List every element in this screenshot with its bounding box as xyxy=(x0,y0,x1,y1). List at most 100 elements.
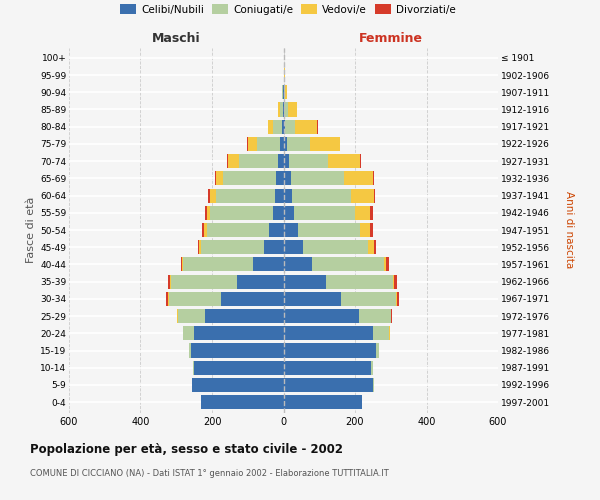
Bar xyxy=(292,188,352,202)
Bar xyxy=(326,274,392,288)
Bar xyxy=(352,188,374,202)
Bar xyxy=(208,188,210,202)
Bar xyxy=(284,344,376,357)
Bar xyxy=(284,85,285,100)
Bar xyxy=(205,309,284,323)
Bar xyxy=(295,120,317,134)
Bar xyxy=(277,172,284,185)
Bar xyxy=(194,360,284,375)
Bar xyxy=(181,258,182,272)
Bar xyxy=(284,206,294,220)
Bar xyxy=(278,154,284,168)
Legend: Celibi/Nubili, Coniugati/e, Vedovi/e, Divorziati/e: Celibi/Nubili, Coniugati/e, Vedovi/e, Di… xyxy=(116,0,460,19)
Bar xyxy=(283,102,284,117)
Bar xyxy=(284,326,373,340)
Bar xyxy=(284,154,289,168)
Bar xyxy=(191,344,284,357)
Bar xyxy=(284,274,326,288)
Bar xyxy=(194,326,284,340)
Bar xyxy=(284,102,288,117)
Bar xyxy=(371,360,373,375)
Bar xyxy=(373,172,374,185)
Bar xyxy=(278,102,280,117)
Bar xyxy=(294,206,355,220)
Text: Femmine: Femmine xyxy=(359,32,423,45)
Bar xyxy=(303,240,368,254)
Bar xyxy=(284,292,341,306)
Bar xyxy=(247,137,248,151)
Bar xyxy=(370,223,373,237)
Bar xyxy=(166,292,169,306)
Bar xyxy=(341,292,396,306)
Bar xyxy=(273,120,282,134)
Bar xyxy=(268,120,273,134)
Bar xyxy=(397,292,399,306)
Bar xyxy=(170,274,171,288)
Text: Popolazione per età, sesso e stato civile - 2002: Popolazione per età, sesso e stato civil… xyxy=(30,442,343,456)
Bar xyxy=(199,240,201,254)
Bar xyxy=(376,344,379,357)
Bar xyxy=(282,120,284,134)
Bar xyxy=(280,137,284,151)
Bar xyxy=(176,309,178,323)
Bar xyxy=(237,274,284,288)
Bar xyxy=(223,172,277,185)
Bar xyxy=(184,258,253,272)
Bar xyxy=(396,292,397,306)
Bar xyxy=(373,326,389,340)
Bar xyxy=(284,378,373,392)
Bar xyxy=(289,154,328,168)
Bar xyxy=(264,240,284,254)
Bar xyxy=(284,395,362,409)
Bar xyxy=(361,223,370,237)
Bar xyxy=(206,206,210,220)
Bar xyxy=(284,360,371,375)
Bar xyxy=(284,188,292,202)
Bar xyxy=(288,102,297,117)
Bar xyxy=(210,206,273,220)
Bar xyxy=(205,206,206,220)
Bar xyxy=(275,188,284,202)
Bar xyxy=(290,172,344,185)
Bar xyxy=(312,258,383,272)
Bar xyxy=(228,154,239,168)
Bar xyxy=(201,240,264,254)
Bar xyxy=(227,154,228,168)
Bar xyxy=(310,137,340,151)
Bar xyxy=(182,258,184,272)
Bar xyxy=(284,258,312,272)
Bar xyxy=(215,172,216,185)
Bar xyxy=(386,258,389,272)
Bar xyxy=(284,137,287,151)
Bar xyxy=(368,240,374,254)
Bar xyxy=(221,292,284,306)
Bar xyxy=(344,172,373,185)
Bar xyxy=(391,309,392,323)
Bar xyxy=(206,223,269,237)
Text: Maschi: Maschi xyxy=(152,32,200,45)
Bar xyxy=(257,137,280,151)
Bar xyxy=(370,206,373,220)
Y-axis label: Anni di nascita: Anni di nascita xyxy=(564,192,574,268)
Bar xyxy=(171,274,237,288)
Bar xyxy=(253,258,284,272)
Bar xyxy=(273,206,284,220)
Bar xyxy=(216,172,223,185)
Bar xyxy=(284,223,298,237)
Bar xyxy=(373,378,374,392)
Bar xyxy=(359,154,361,168)
Bar xyxy=(374,188,376,202)
Bar xyxy=(359,309,391,323)
Bar xyxy=(210,188,215,202)
Bar xyxy=(374,240,376,254)
Bar xyxy=(193,360,194,375)
Bar xyxy=(204,223,206,237)
Bar xyxy=(248,137,257,151)
Bar xyxy=(392,274,394,288)
Bar xyxy=(394,274,397,288)
Bar xyxy=(284,120,295,134)
Bar xyxy=(193,378,284,392)
Bar xyxy=(287,137,310,151)
Bar xyxy=(169,274,170,288)
Bar xyxy=(189,344,191,357)
